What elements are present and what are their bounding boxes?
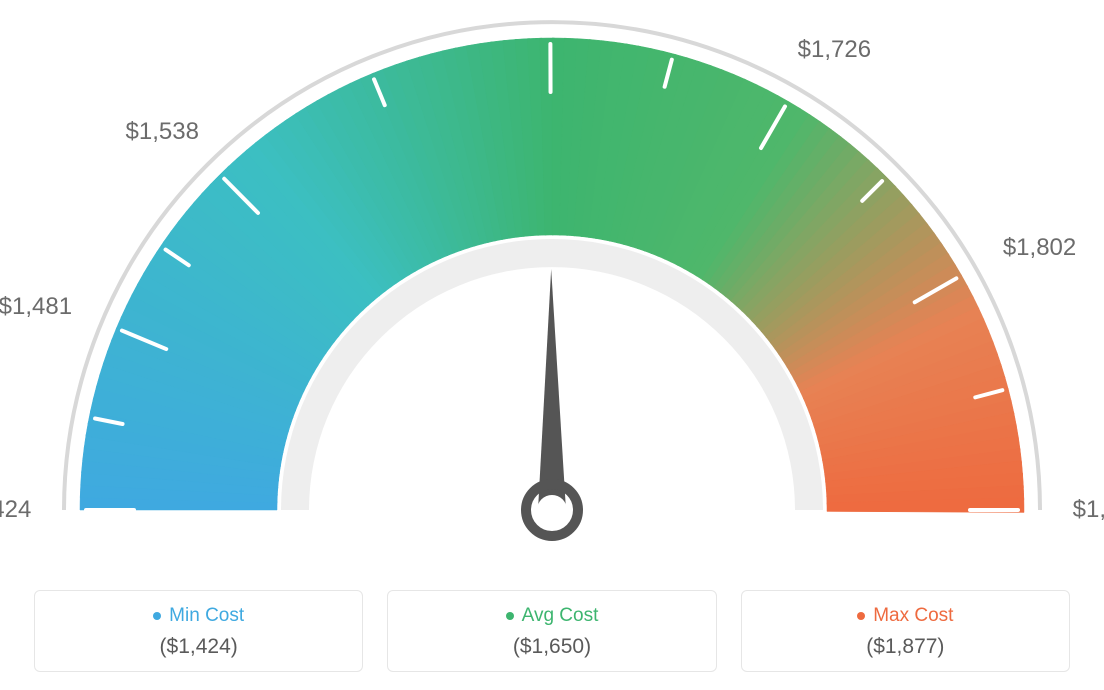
gauge-tick-label: $1,802 bbox=[1003, 234, 1076, 262]
legend-value-max: ($1,877) bbox=[752, 635, 1059, 659]
legend-title-avg: Avg Cost bbox=[506, 605, 599, 627]
legend-title-min: Min Cost bbox=[153, 605, 244, 627]
legend-dot-max bbox=[857, 612, 865, 620]
chart-container: $1,424$1,481$1,538$1,650$1,726$1,802$1,8… bbox=[0, 0, 1104, 690]
legend-label-max: Max Cost bbox=[873, 605, 953, 627]
legend-dot-avg bbox=[506, 612, 514, 620]
legend-row: Min Cost ($1,424) Avg Cost ($1,650) Max … bbox=[0, 590, 1104, 672]
legend-label-min: Min Cost bbox=[169, 605, 244, 627]
gauge-tick-label: $1,877 bbox=[1073, 496, 1104, 524]
legend-label-avg: Avg Cost bbox=[522, 605, 599, 627]
legend-card-avg: Avg Cost ($1,650) bbox=[387, 590, 716, 672]
gauge-tick-label: $1,538 bbox=[126, 118, 199, 146]
legend-card-max: Max Cost ($1,877) bbox=[741, 590, 1070, 672]
gauge-area: $1,424$1,481$1,538$1,650$1,726$1,802$1,8… bbox=[0, 0, 1104, 560]
legend-value-avg: ($1,650) bbox=[398, 635, 705, 659]
legend-card-min: Min Cost ($1,424) bbox=[34, 590, 363, 672]
legend-dot-min bbox=[153, 612, 161, 620]
gauge-tick-label: $1,481 bbox=[0, 293, 72, 321]
gauge-svg bbox=[0, 0, 1104, 560]
gauge-tick-label: $1,726 bbox=[798, 36, 871, 64]
gauge-tick-label: $1,424 bbox=[0, 496, 31, 524]
legend-value-min: ($1,424) bbox=[45, 635, 352, 659]
legend-title-max: Max Cost bbox=[857, 605, 953, 627]
